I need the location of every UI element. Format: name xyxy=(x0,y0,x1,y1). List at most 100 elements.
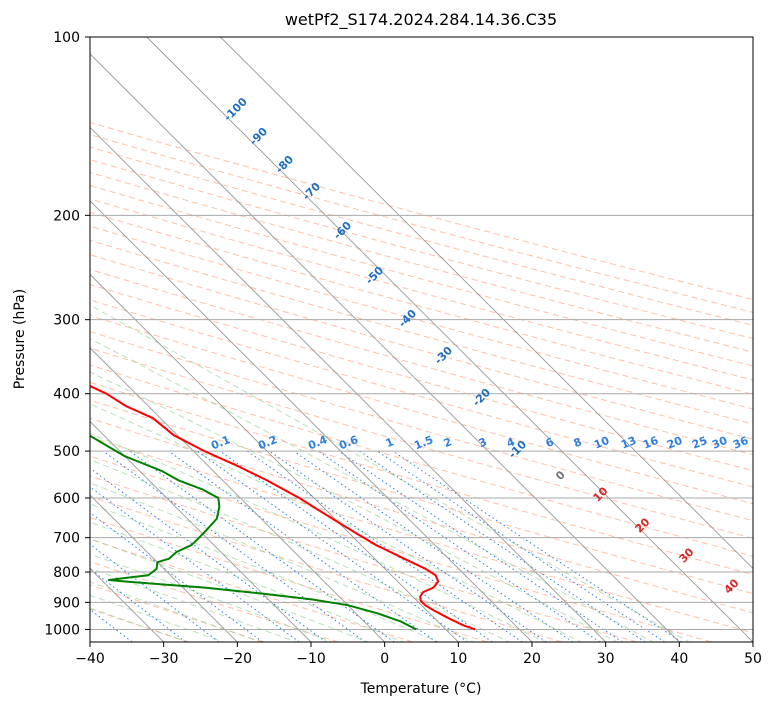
isotherm-label: -60 xyxy=(331,219,354,242)
isotherm-label: -30 xyxy=(432,344,455,367)
x-tick-label: −30 xyxy=(149,651,179,667)
y-tick-label: 200 xyxy=(53,208,80,224)
y-tick-label: 500 xyxy=(53,444,80,460)
dry-adiabat xyxy=(90,399,753,595)
mixing-ratio-label: 2 xyxy=(442,435,454,450)
mixing-ratio-line xyxy=(90,467,327,642)
moist-adiabat xyxy=(90,432,547,642)
moist-adiabat xyxy=(90,553,334,642)
x-axis: −40 −30 −20 −10 0 10 20 30 40 50 xyxy=(75,642,762,667)
moist-adiabat xyxy=(90,338,654,642)
isopleth-labels: -100-90-80-70-60-50-40-30-20-1000.1 0.2 0.… xyxy=(209,95,750,597)
y-axis: 100 200 300 400 500 600 700 800 900 1000 xyxy=(44,30,90,638)
dry-adiabat xyxy=(90,254,753,440)
mixing-ratio-label: 30 xyxy=(710,434,729,452)
mixing-ratio-label: 3 xyxy=(477,435,489,450)
plot-frame xyxy=(89,36,754,643)
dry-adiabat xyxy=(90,146,753,326)
isotherm xyxy=(220,37,753,570)
mixing-ratio-label: 36 xyxy=(731,434,750,452)
isotherm-label: -100 xyxy=(221,95,250,124)
moist-adiabat xyxy=(90,482,476,642)
dry-adiabat xyxy=(90,417,753,614)
dry-adiabat xyxy=(90,347,753,539)
mixing-ratio-label: 6 xyxy=(544,435,556,450)
mixing-ratio-line xyxy=(377,450,665,642)
x-tick-label: 50 xyxy=(744,651,762,667)
isotherm-label: -80 xyxy=(273,153,296,176)
mixing-ratio-label: 16 xyxy=(641,434,660,452)
moist-adiabat-label: 30 xyxy=(677,545,697,565)
dry-adiabat xyxy=(90,268,753,456)
isotherm-label: -90 xyxy=(247,125,270,148)
moist-adiabat xyxy=(90,521,405,642)
y-tick-label: 1000 xyxy=(44,622,80,638)
mixing-ratio-label: 10 xyxy=(592,434,611,452)
isotherm xyxy=(90,347,385,642)
mixing-ratio-label: 25 xyxy=(690,434,709,452)
mixing-ratio-line xyxy=(247,450,523,642)
mixing-ratio-label: 20 xyxy=(665,434,684,452)
dry-adiabat xyxy=(90,495,563,642)
isotherm xyxy=(90,494,238,642)
mixing-ratio-line xyxy=(168,450,437,642)
moist-adiabat xyxy=(90,567,298,642)
mixing-ratio-line xyxy=(129,450,395,642)
mixing-ratio-line xyxy=(196,450,468,642)
mixing-ratio-line xyxy=(219,450,493,642)
mixing-ratio-line xyxy=(338,450,623,642)
dry-adiabat xyxy=(90,211,753,395)
dry-adiabat xyxy=(90,364,753,557)
profile-line-1 xyxy=(90,434,417,631)
dry-adiabat xyxy=(90,184,753,367)
mixing-ratio-label: 0.1 xyxy=(209,433,232,452)
y-tick-label: 700 xyxy=(53,531,80,547)
isotherm xyxy=(90,53,680,642)
moist-adiabat-label: 20 xyxy=(633,515,653,535)
mixing-ratio-label: 1 xyxy=(384,435,396,450)
dry-adiabat xyxy=(90,475,638,642)
x-tick-label: −10 xyxy=(296,651,326,667)
mixing-ratio-label: 0.2 xyxy=(256,433,279,452)
profile-lines xyxy=(90,384,476,631)
y-tick-label: 300 xyxy=(53,313,80,329)
moist-adiabat-label: 40 xyxy=(722,576,742,596)
dry-adiabat xyxy=(90,121,753,301)
mixing-ratio-line xyxy=(318,450,601,642)
x-tick-label: 30 xyxy=(597,651,615,667)
mixing-ratio-label: 0.6 xyxy=(337,433,360,452)
moist-adiabat xyxy=(90,503,440,642)
dry-adiabat xyxy=(90,584,264,642)
mixing-ratio-line xyxy=(102,450,366,642)
y-axis-title: Pressure (hPa) xyxy=(12,289,28,389)
dry-adiabat xyxy=(90,159,753,340)
y-tick-label: 600 xyxy=(53,491,80,507)
moist-adiabat xyxy=(90,403,582,642)
isotherm-label: -50 xyxy=(363,264,386,287)
dry-adiabat xyxy=(90,225,753,410)
isotherm-label: -40 xyxy=(396,307,419,330)
y-tick-label: 400 xyxy=(53,387,80,403)
isotherm xyxy=(90,420,312,642)
mixing-ratio-line xyxy=(90,486,300,642)
background-lines xyxy=(90,37,753,642)
dry-adiabat xyxy=(90,516,488,642)
x-axis-title: Temperature (°C) xyxy=(360,681,482,697)
mixing-ratio-label: 13 xyxy=(619,434,638,452)
moist-adiabat xyxy=(90,594,226,642)
chart-title: wetPf2_S174.2024.284.14.36.C35 xyxy=(285,10,557,30)
y-tick-label: 800 xyxy=(53,565,80,581)
y-tick-label: 900 xyxy=(53,595,80,611)
isotherm-label: -20 xyxy=(470,386,493,409)
x-tick-label: 20 xyxy=(523,651,541,667)
mixing-ratio-label: 8 xyxy=(572,435,584,450)
isotherm xyxy=(90,273,459,642)
x-tick-label: 10 xyxy=(449,651,467,667)
isotherm xyxy=(146,37,753,642)
mixing-ratio-line xyxy=(269,450,547,642)
moist-adiabat xyxy=(90,538,370,642)
x-tick-label: −40 xyxy=(75,651,105,667)
profile-line-0 xyxy=(90,384,476,631)
x-tick-label: 40 xyxy=(670,651,688,667)
